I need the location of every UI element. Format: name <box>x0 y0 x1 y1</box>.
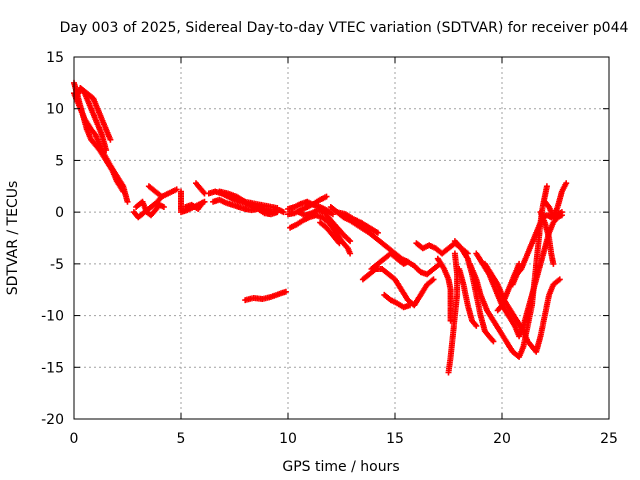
data-point <box>274 205 281 211</box>
data-point <box>490 338 497 345</box>
data-point <box>516 260 523 267</box>
y-tick-label: 0 <box>55 205 64 221</box>
data-point <box>336 240 343 247</box>
data-point <box>407 302 413 309</box>
x-tick-label: 10 <box>279 431 297 447</box>
data-point <box>323 193 330 200</box>
data-point <box>563 180 570 187</box>
x-tick-label: 25 <box>600 431 618 447</box>
data-point <box>160 204 167 210</box>
y-tick-label: 10 <box>46 102 64 118</box>
plot-frame <box>73 56 610 420</box>
data-point <box>445 369 452 376</box>
x-tick-label: 5 <box>177 431 186 447</box>
y-tick-label: -10 <box>41 309 64 325</box>
y-tick-label: -15 <box>41 360 64 376</box>
data-point <box>280 209 287 216</box>
data-point <box>558 209 565 216</box>
data-point <box>473 322 480 329</box>
data-point <box>199 199 206 206</box>
data-point <box>173 186 180 193</box>
y-axis-label: SDTVAR / TECUs <box>5 181 21 296</box>
x-tick-label: 20 <box>493 431 511 447</box>
data-point <box>374 229 381 236</box>
data-point <box>556 276 563 283</box>
data-point <box>543 183 550 190</box>
y-tick-label: 15 <box>46 50 64 66</box>
data-point <box>430 276 437 283</box>
x-tick-label: 0 <box>70 431 79 447</box>
data-points <box>71 79 570 376</box>
chart-title: Day 003 of 2025, Sidereal Day-to-day VTE… <box>60 20 629 36</box>
data-point <box>282 288 289 295</box>
data-point <box>103 147 110 154</box>
y-tick-label: 5 <box>55 153 64 169</box>
data-point <box>347 250 354 257</box>
data-point <box>107 136 114 143</box>
axis-ticks: 0 5 10 15 20 25 15 10 5 0 -5 -10 -15 -20 <box>41 50 618 447</box>
y-tick-label: -20 <box>41 412 64 428</box>
x-tick-label: 15 <box>386 431 404 447</box>
data-point <box>347 238 354 245</box>
y-tick-label: -5 <box>50 257 64 273</box>
data-point <box>124 198 131 205</box>
data-point <box>550 260 557 267</box>
data-point <box>329 211 336 218</box>
x-axis-label: GPS time / hours <box>282 459 399 475</box>
